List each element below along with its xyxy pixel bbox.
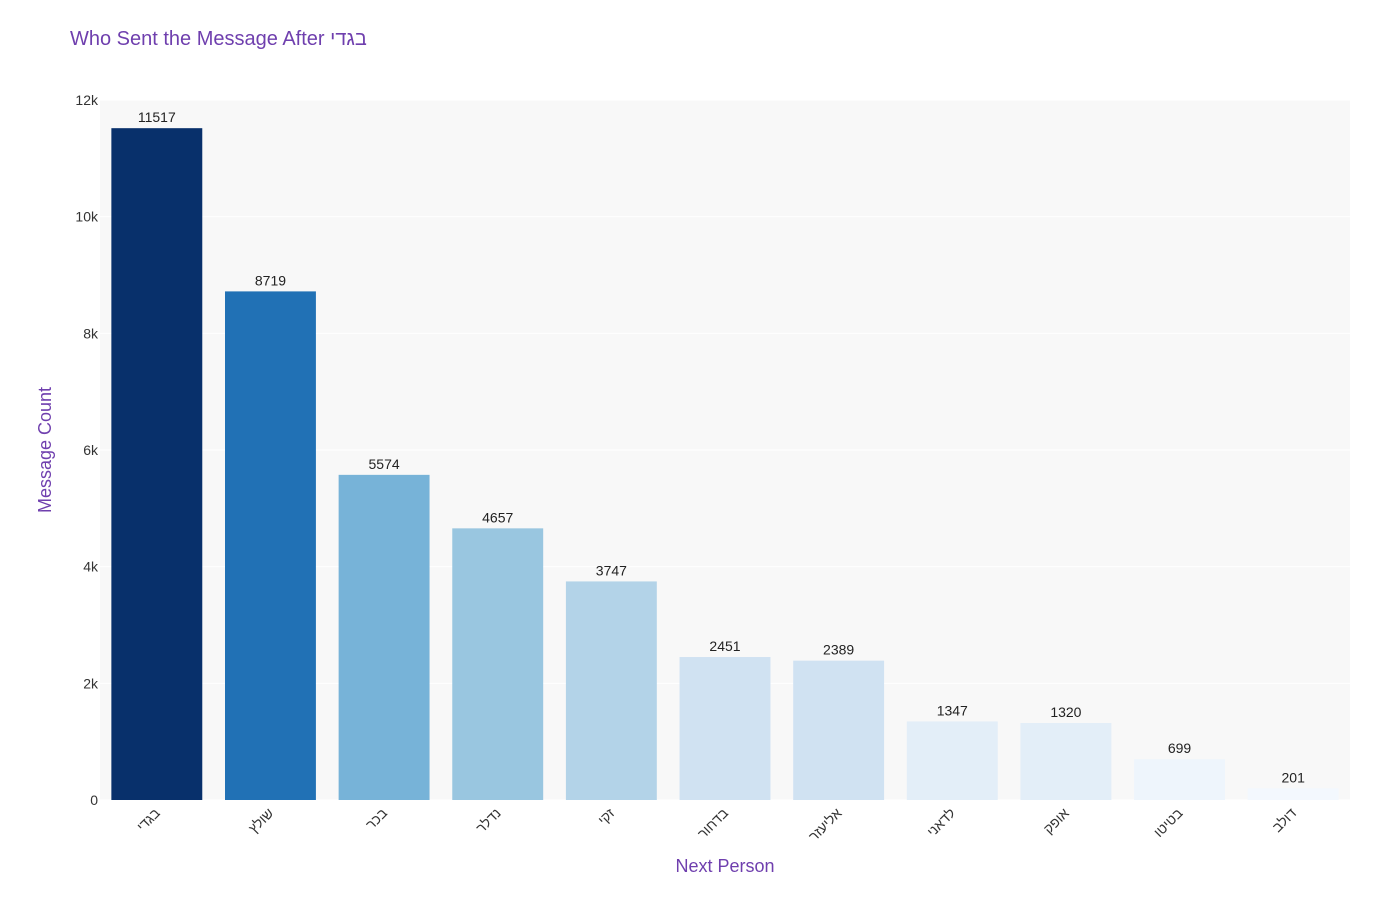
bar[interactable] — [225, 291, 316, 800]
y-axis-ticks: 0 2k 4k 6k 8k 10k 12k — [75, 92, 99, 808]
x-tick-label: אופק — [1040, 805, 1072, 837]
x-axis-title: Next Person — [675, 856, 774, 876]
x-tick-label: אליעזר — [805, 805, 845, 845]
x-tick-label: דולב — [1269, 805, 1300, 836]
y-tick-label: 6k — [83, 442, 99, 458]
x-tick-label: זקי — [595, 804, 618, 827]
y-tick-label: 0 — [90, 792, 98, 808]
bar[interactable] — [1247, 788, 1339, 800]
y-tick-label: 8k — [83, 325, 99, 341]
bar[interactable] — [906, 721, 998, 800]
x-tick-label: שולץ — [245, 805, 276, 836]
x-tick-label: נדלר — [473, 805, 504, 836]
x-tick-label: בכר — [362, 805, 390, 833]
data-label: 1347 — [937, 702, 968, 718]
bar[interactable] — [1020, 723, 1112, 800]
data-label: 5574 — [369, 456, 400, 472]
bar[interactable] — [793, 660, 885, 800]
bar[interactable] — [679, 657, 771, 800]
x-tick-label: לדאני — [924, 805, 959, 840]
data-label: 699 — [1168, 740, 1192, 756]
x-tick-label: בדחור — [694, 805, 731, 842]
x-tick-label: בגדי — [133, 805, 162, 834]
data-label: 2451 — [709, 638, 740, 654]
bars — [111, 128, 1339, 801]
data-label: 2389 — [823, 642, 854, 658]
x-axis-ticks: בגדי שולץ בכר נדלר זקי בדחור אליעזר לדאני אופק בט… — [133, 804, 1299, 844]
data-label: 201 — [1282, 769, 1306, 785]
y-tick-label: 4k — [83, 559, 99, 575]
y-tick-label: 12k — [75, 92, 99, 108]
bar[interactable] — [111, 128, 203, 801]
data-label: 1320 — [1050, 704, 1081, 720]
x-tick-label: בטיטו — [1150, 805, 1185, 840]
data-label: 11517 — [138, 109, 176, 125]
bar[interactable] — [338, 474, 430, 800]
data-labels: 11517 8719 5574 4657 3747 2451 2389 1347 1320 699… — [138, 109, 1305, 785]
bar[interactable] — [1134, 759, 1225, 800]
bar[interactable] — [452, 528, 544, 800]
y-axis-title: Message Count — [35, 387, 55, 513]
data-label: 8719 — [255, 272, 286, 288]
y-tick-label: 10k — [75, 209, 99, 225]
data-label: 4657 — [482, 509, 513, 525]
y-tick-label: 2k — [83, 675, 99, 691]
bar[interactable] — [565, 581, 657, 800]
chart-title: Who Sent the Message After בגדי — [70, 28, 367, 50]
data-label: 3747 — [596, 562, 627, 578]
